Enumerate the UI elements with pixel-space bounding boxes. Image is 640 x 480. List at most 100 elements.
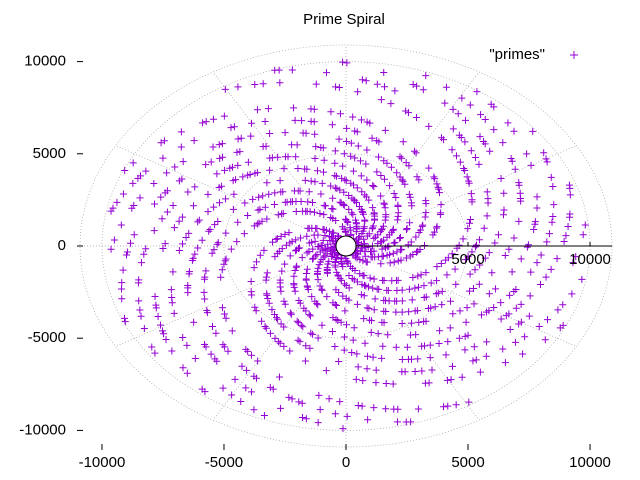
point (342, 321, 350, 329)
point (310, 208, 318, 216)
point (447, 376, 455, 384)
point (199, 119, 207, 127)
point (340, 333, 348, 341)
point (251, 169, 259, 177)
point (309, 245, 317, 253)
point (298, 117, 306, 125)
point (328, 121, 336, 129)
point (336, 275, 344, 283)
point (425, 379, 433, 387)
point (336, 398, 344, 406)
point (302, 276, 310, 284)
point (491, 239, 499, 247)
point (302, 415, 310, 423)
point (317, 190, 325, 198)
point (467, 147, 475, 155)
point (392, 308, 400, 316)
point (407, 418, 415, 426)
point (343, 412, 351, 420)
point (461, 346, 469, 354)
point (364, 352, 372, 360)
point (487, 100, 495, 108)
point (564, 222, 572, 230)
point (244, 212, 252, 220)
point (204, 190, 212, 198)
point (202, 161, 210, 169)
point (229, 205, 237, 213)
point (501, 359, 509, 367)
point (578, 275, 586, 283)
point (324, 260, 332, 268)
point (368, 134, 376, 142)
point (483, 338, 491, 346)
point (305, 311, 313, 319)
point (559, 321, 567, 329)
point (317, 143, 325, 151)
point (553, 255, 561, 263)
point (363, 118, 371, 126)
point (351, 253, 359, 261)
point (497, 315, 505, 323)
point (234, 218, 242, 226)
point (195, 216, 203, 224)
point (381, 126, 389, 134)
point (230, 123, 238, 131)
point (360, 315, 368, 323)
point (253, 106, 261, 114)
point (302, 342, 310, 350)
point (572, 253, 580, 261)
point (480, 137, 488, 145)
point (401, 180, 409, 188)
point (419, 86, 427, 94)
point (331, 184, 339, 192)
point (226, 164, 234, 172)
point (140, 250, 148, 258)
point (215, 183, 223, 191)
point (238, 362, 246, 370)
point (500, 206, 508, 214)
point (494, 231, 502, 239)
point (392, 193, 400, 201)
point (313, 270, 321, 278)
point (454, 110, 462, 118)
point (107, 207, 115, 215)
point (357, 172, 365, 180)
point (471, 266, 479, 274)
x-tick-label: 5000 (451, 454, 484, 471)
point (311, 178, 319, 186)
point (349, 167, 357, 175)
point (349, 113, 357, 121)
point (403, 343, 411, 351)
point (356, 256, 364, 264)
point (512, 286, 520, 294)
point (336, 186, 344, 194)
point (392, 343, 400, 351)
point (333, 185, 341, 193)
grid-spoke (345, 245, 480, 421)
point (460, 164, 468, 172)
point (312, 80, 320, 88)
point (152, 304, 160, 312)
point (258, 217, 266, 225)
point (356, 157, 364, 165)
point (348, 275, 356, 283)
point (466, 270, 474, 278)
point (384, 286, 392, 294)
point (325, 395, 333, 403)
point (263, 215, 271, 223)
point (313, 251, 321, 259)
point (505, 245, 513, 253)
point (337, 199, 345, 207)
point (160, 330, 168, 338)
point (222, 195, 230, 203)
point (272, 235, 280, 243)
point (151, 293, 159, 301)
point (418, 367, 426, 375)
point (215, 141, 223, 149)
point (365, 230, 373, 238)
point (348, 209, 356, 217)
point (345, 205, 353, 213)
point (340, 280, 348, 288)
point (355, 234, 363, 242)
point (309, 198, 317, 206)
